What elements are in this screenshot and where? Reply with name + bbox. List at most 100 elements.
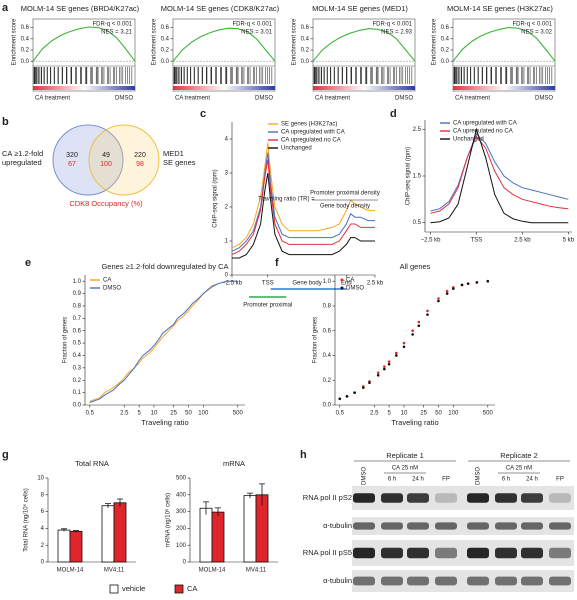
error-bar (73, 530, 79, 533)
y-tick-label: 10 (37, 476, 44, 482)
series-line (231, 152, 375, 252)
point (445, 289, 449, 293)
legend-swatch (174, 584, 184, 594)
promoter-label: Promoter proximal (243, 303, 292, 309)
lane-label: FP (556, 477, 564, 483)
lane-label: DMSO (476, 467, 482, 485)
bar (69, 530, 83, 563)
rank-bar (453, 86, 555, 90)
x-tick-label: 500 (483, 411, 494, 417)
y-axis-label: Enrichment score (292, 18, 298, 65)
es-curve (172, 27, 276, 62)
x-tick-label: End (341, 281, 352, 287)
blot-band (521, 522, 543, 530)
venn-left-label: upregulated (2, 158, 42, 167)
blot-band (467, 522, 489, 530)
panel-letter: c (200, 108, 206, 120)
blot-band (495, 493, 517, 503)
x-tick-label: 2.5 kb (367, 281, 384, 287)
point (411, 329, 414, 333)
point (353, 391, 356, 394)
plot-frame (452, 18, 556, 92)
x-tick-label: MOLM-14 (199, 568, 226, 574)
y-axis-label: Total RNA (ng/10⁶ cells) (23, 488, 30, 552)
blot-band (435, 493, 457, 503)
rank-left-label: CA treatment (455, 96, 490, 102)
y-tick-label: 300 (176, 509, 187, 515)
x-tick-label: 2.5 (120, 411, 129, 417)
point (402, 341, 406, 345)
point (368, 381, 371, 385)
venn-percent: 98 (136, 161, 144, 168)
row-label: RNA pol II pS5 (303, 548, 352, 557)
point (362, 386, 365, 389)
legend-label: DMSO (346, 286, 364, 292)
legend-label: CA (187, 584, 197, 593)
y-tick-label: 6 (41, 509, 45, 515)
y-tick-label: 0.6 (441, 25, 450, 31)
y-tick-label: 0.5 (73, 341, 82, 347)
error-bar (247, 492, 253, 499)
point (417, 324, 421, 328)
y-tick-label: 4 (225, 137, 229, 143)
y-tick-label: 0.6 (73, 328, 82, 334)
blot-band (467, 576, 489, 586)
blot-background (352, 570, 574, 592)
legend-swatch (340, 286, 344, 290)
blot-band (521, 547, 543, 559)
lane-label: FP (442, 477, 450, 483)
point (445, 292, 449, 295)
y-tick-label: 3 (225, 171, 229, 177)
panel-letter: b (2, 116, 9, 128)
point (452, 287, 455, 290)
y-tick-label: 0.7 (73, 316, 82, 322)
x-axis-label: Traveling ratio (141, 418, 188, 427)
blot-band (467, 547, 489, 559)
x-tick-label: 50 (185, 411, 192, 417)
point (460, 283, 464, 287)
blot-band (549, 547, 571, 559)
panel-letter: f (275, 257, 279, 269)
rank-right-label: DMSO (115, 96, 133, 102)
blot-band (467, 493, 489, 503)
point (376, 373, 380, 377)
point (338, 397, 342, 401)
lane-label: 6 h (502, 477, 510, 483)
x-tick-label: −2.5 kb (421, 238, 442, 244)
y-tick-label: 0.8 (73, 304, 82, 310)
rank-bar (173, 86, 275, 90)
es-curve (312, 28, 416, 62)
point (411, 333, 414, 336)
y-axis-label: Enrichment score (432, 18, 438, 65)
x-tick-label: 5 kb (563, 238, 575, 244)
rank-left-label: CA treatment (35, 96, 70, 102)
blot-band (549, 493, 571, 503)
y-tick-label: 0.4 (301, 36, 310, 42)
venn-count: 220 (134, 152, 146, 159)
x-tick-label: 25 (170, 411, 177, 417)
point (345, 395, 349, 398)
venn-percent: 100 (100, 161, 112, 168)
venn-left (52, 124, 124, 196)
point (417, 320, 421, 324)
legend-label: CA upregulated no CA (281, 138, 341, 144)
y-axis-label: Fraction of genes (63, 317, 69, 363)
blot-band (353, 547, 375, 559)
series-line (231, 159, 375, 256)
venn-right (88, 124, 160, 196)
bar (211, 511, 225, 563)
y-tick-label: 0.0 (441, 59, 450, 65)
y-tick-label: 0.0 (161, 59, 170, 65)
point (466, 282, 470, 285)
nes-text: NES = 2.93 (381, 30, 413, 36)
series-line (232, 172, 375, 259)
lane-label: DMSO (362, 467, 368, 485)
y-tick-label: 1.0 (323, 279, 332, 285)
y-tick-label: 200 (176, 526, 187, 532)
venn-percent: 67 (68, 161, 76, 168)
plot-title: Genes ≥1.2-fold downregulated by CA (101, 262, 228, 271)
rank-right-label: DMSO (535, 96, 553, 102)
venn-right-label: MED1 (163, 149, 184, 158)
x-tick-label: 100 (448, 411, 459, 417)
y-tick-label: 2 (225, 205, 229, 211)
